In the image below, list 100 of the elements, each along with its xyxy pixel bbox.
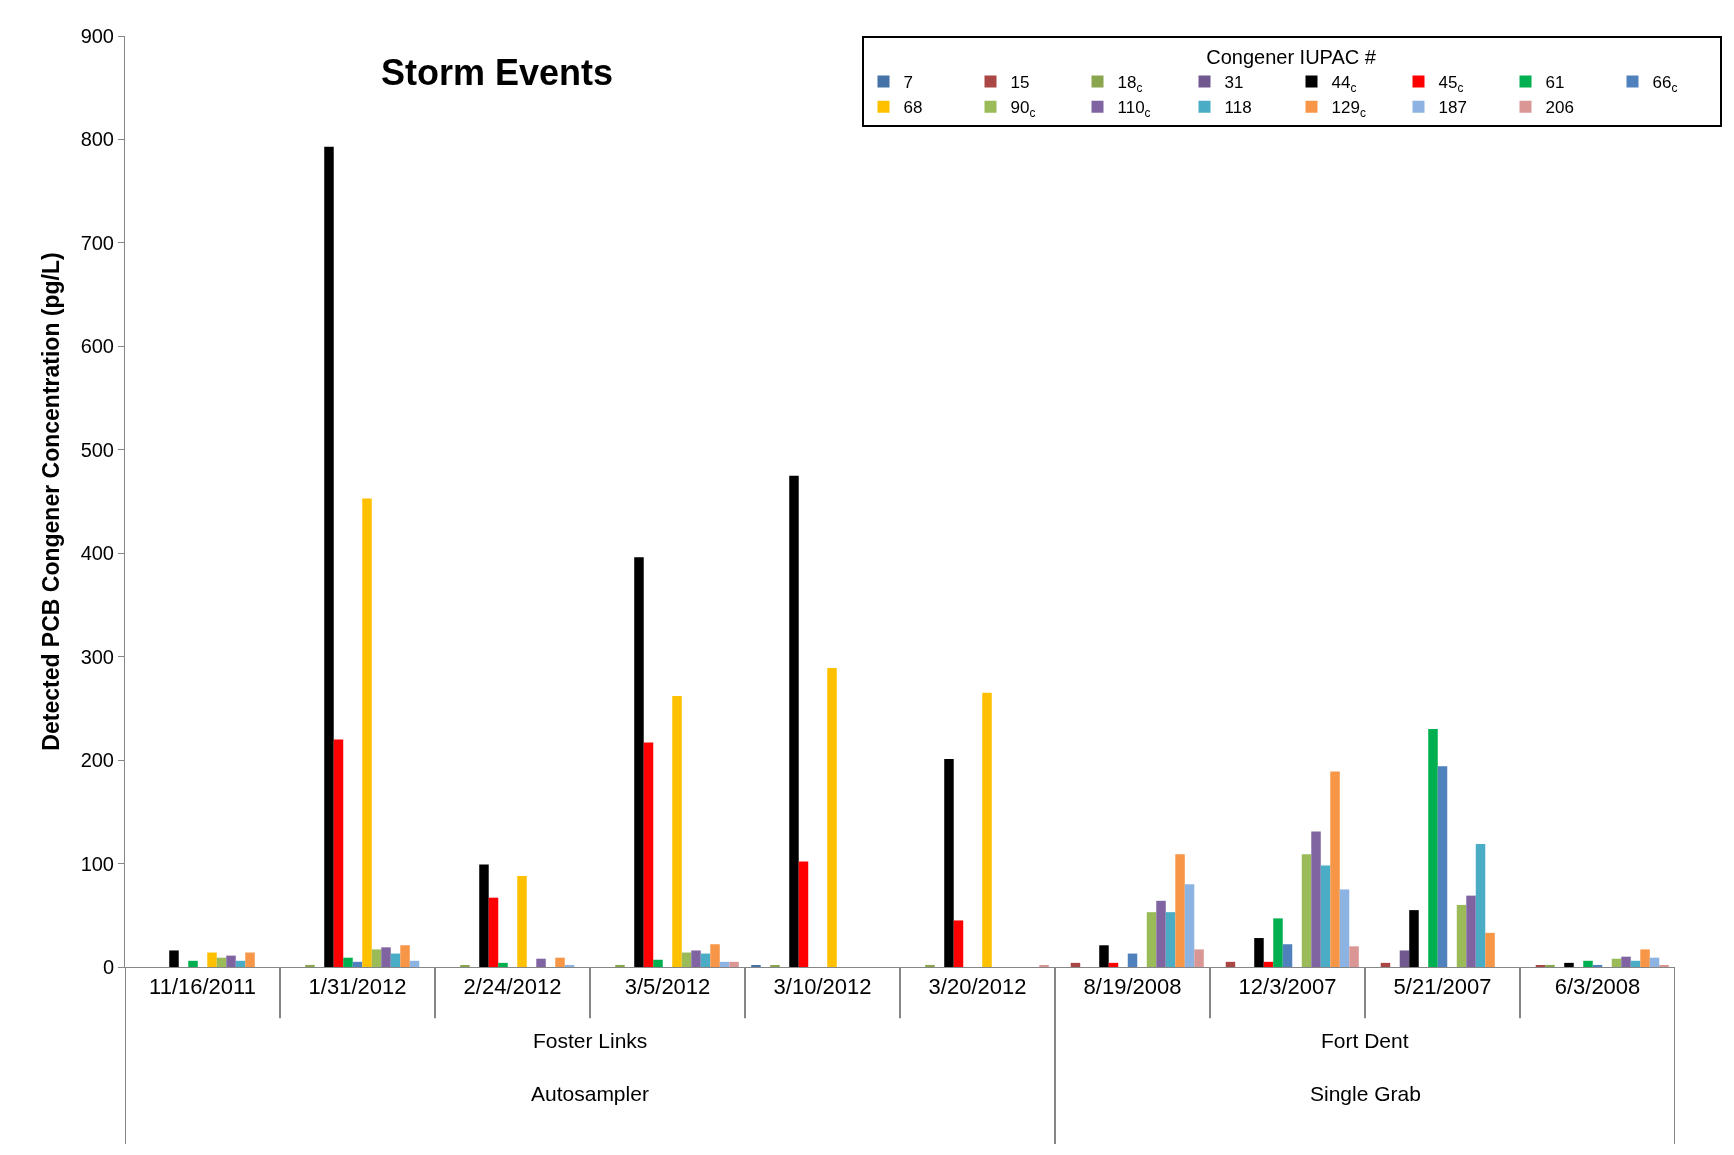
bar <box>1621 956 1631 967</box>
bar <box>1175 854 1185 967</box>
legend-label: 90$_{c}$ <box>1010 98 1036 120</box>
bar <box>555 957 565 967</box>
legend-label: 45$_{c}$ <box>1438 73 1464 95</box>
legend-label: 68 <box>903 98 923 118</box>
bar <box>371 949 382 967</box>
bar <box>827 668 837 967</box>
bar <box>169 950 179 967</box>
bar <box>207 952 217 967</box>
bar <box>343 957 353 967</box>
bar <box>1466 895 1476 967</box>
bar <box>1339 889 1350 967</box>
bar <box>789 475 799 967</box>
bar <box>1282 944 1293 967</box>
y-tick-label: 600 <box>80 335 114 358</box>
bar <box>681 952 692 967</box>
y-tick-label: 0 <box>102 956 114 978</box>
bar <box>1409 910 1419 967</box>
bar <box>498 962 508 967</box>
bar <box>925 964 935 967</box>
legend-label: 129$_{c}$ <box>1331 98 1366 120</box>
bar <box>333 739 344 967</box>
bar <box>324 146 334 967</box>
bar <box>1640 949 1650 967</box>
bar <box>1108 962 1119 967</box>
bar <box>982 692 992 967</box>
bar <box>1301 854 1312 967</box>
bar <box>1194 949 1204 967</box>
bar <box>235 960 246 967</box>
bar <box>798 861 809 967</box>
x-tick-label: 8/19/2008 <box>1083 974 1182 1000</box>
bar <box>1127 953 1138 967</box>
y-axis-title: Detected PCB Congener Concentration (pg/L) <box>38 252 65 751</box>
bar <box>953 920 964 967</box>
x-tick-label: 6/3/2008 <box>1554 974 1641 1000</box>
bar <box>1349 946 1359 967</box>
bar <box>352 961 363 967</box>
legend-label: 7 <box>903 73 913 93</box>
bar <box>615 964 625 967</box>
legend-label: 206 <box>1545 98 1574 118</box>
bar <box>226 955 236 967</box>
legend-label: 44$_{c}$ <box>1331 73 1357 95</box>
bar <box>517 875 527 967</box>
legend-label: 118 <box>1224 98 1252 118</box>
text: Storm Events <box>381 52 614 93</box>
x-tick-label: 2/24/2012 <box>463 974 562 1000</box>
x-tick-label: 3/20/2012 <box>928 974 1027 1000</box>
bar <box>1320 865 1331 967</box>
bar <box>944 759 954 967</box>
bar <box>1225 961 1236 967</box>
bar <box>1184 884 1195 967</box>
bar <box>1428 729 1438 967</box>
bar <box>1545 964 1555 967</box>
bar <box>1399 950 1410 967</box>
bar <box>1273 918 1283 967</box>
bar <box>719 961 730 967</box>
bar <box>1263 961 1274 967</box>
bar <box>1649 957 1660 967</box>
bar <box>1330 771 1340 967</box>
legend-label: 66$_{c}$ <box>1652 73 1678 95</box>
legend-label: 187 <box>1438 98 1467 118</box>
y-tick-label: 100 <box>80 852 114 875</box>
bar <box>1099 945 1109 967</box>
bar <box>479 864 489 967</box>
bar <box>1564 962 1574 967</box>
bar <box>700 953 711 967</box>
bar <box>1165 912 1176 967</box>
text: Single Grab <box>1310 1082 1421 1105</box>
bar <box>1380 962 1391 967</box>
bar <box>1070 962 1081 967</box>
bar <box>362 498 372 967</box>
bar <box>305 964 315 967</box>
bar <box>381 947 391 967</box>
text: Autosampler <box>531 1082 649 1105</box>
x-tick-label: 5/21/2007 <box>1393 974 1492 1000</box>
text: Foster Links <box>533 1029 648 1052</box>
bar <box>672 695 682 967</box>
bar <box>691 950 701 967</box>
legend-label: 15 <box>1010 73 1030 93</box>
legend-label: 18$_{c}$ <box>1117 73 1143 95</box>
legend-label: 110$_{c}$ <box>1117 98 1151 120</box>
bar <box>488 897 499 967</box>
y-tick-label: 500 <box>80 438 114 461</box>
bar <box>1156 900 1166 967</box>
bar <box>400 945 410 967</box>
x-tick-label: 1/31/2012 <box>308 974 407 1000</box>
y-tick-label: 800 <box>80 128 114 151</box>
bar <box>1146 912 1157 967</box>
bar <box>1592 964 1603 967</box>
x-tick-label: 11/16/2011 <box>149 974 256 1000</box>
legend-title: Congener IUPAC # <box>1206 46 1377 68</box>
bar <box>1583 960 1593 967</box>
y-tick-label: 900 <box>80 25 114 47</box>
bar <box>729 961 739 967</box>
bar <box>390 953 401 967</box>
bar <box>188 960 198 967</box>
y-tick-label: 700 <box>80 231 114 254</box>
bar <box>653 959 663 967</box>
bar <box>536 958 546 967</box>
